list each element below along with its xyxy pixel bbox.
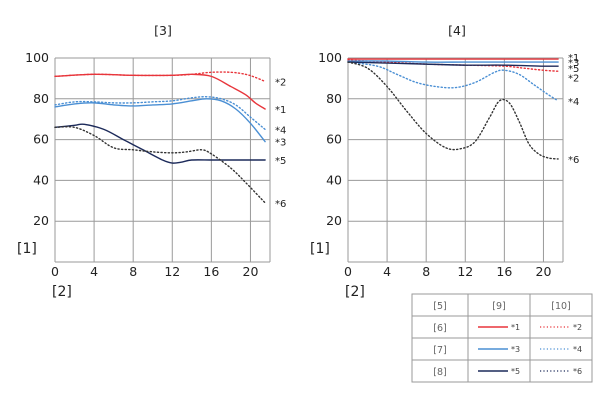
- x-tick-label: 12: [457, 264, 473, 279]
- y-tick-label: 100: [318, 50, 342, 65]
- legend-table: [5] [9] [10] [6] *1 *2 [7] *3 *4 [8] *5 *6: [411, 293, 593, 383]
- x-tick-label: 16: [203, 264, 219, 279]
- series-label: *5: [568, 64, 579, 75]
- series-label: *5: [275, 156, 286, 167]
- x-tick-label: 16: [496, 264, 512, 279]
- legend-row-label: [6]: [433, 323, 446, 334]
- series-line-s5: [347, 61, 559, 67]
- legend-swatch-label: *2: [573, 323, 582, 332]
- x-tick-label: 0: [344, 264, 352, 279]
- series-label: *6: [275, 199, 286, 210]
- legend-swatch-label: *1: [511, 323, 520, 332]
- legend-header-cell: [5]: [433, 301, 446, 312]
- series-label: *2: [568, 73, 579, 84]
- series-label: *4: [568, 97, 579, 108]
- x-tick-label: 12: [164, 264, 180, 279]
- chart-2: [4] 0 4 8 12 16 20 20 40 60 80 100 [1] [2] *1 *2 *3 *4 *5 *…: [310, 23, 579, 300]
- x-tick-label: 4: [383, 264, 391, 279]
- x-tick-label: 20: [536, 264, 552, 279]
- y-tick-label: 80: [326, 91, 342, 106]
- x-tick-label: 4: [90, 264, 98, 279]
- y-tick-label: 60: [326, 132, 342, 147]
- y-axis-label: [1]: [310, 241, 330, 257]
- series-line-s2: [54, 71, 266, 83]
- legend-row-label: [7]: [433, 345, 446, 356]
- y-tick-label: 60: [33, 132, 49, 147]
- x-tick-label: 0: [51, 264, 59, 279]
- series-line-s6: [347, 61, 559, 160]
- series-label: *3: [568, 58, 579, 69]
- chart-title: [4]: [448, 23, 466, 38]
- series-line-s3: [54, 98, 266, 143]
- series-line-s5: [54, 123, 266, 164]
- y-tick-label: 40: [33, 172, 49, 187]
- series-label: *3: [275, 138, 286, 149]
- legend-swatch-label: *4: [573, 345, 582, 354]
- y-axis-label: [1]: [17, 241, 37, 257]
- series-label: *1: [568, 53, 579, 64]
- x-tick-label: 20: [243, 264, 259, 279]
- legend-swatch-label: *6: [573, 367, 582, 376]
- y-tick-label: 20: [326, 213, 342, 228]
- series-label: *2: [275, 77, 286, 88]
- legend-row-label: [8]: [433, 367, 446, 378]
- series-label: *6: [568, 155, 579, 166]
- legend-swatch-label: *5: [511, 367, 520, 376]
- y-tick-label: 20: [33, 213, 49, 228]
- x-axis-label: [2]: [345, 284, 365, 300]
- x-axis-label: [2]: [52, 284, 72, 300]
- legend-header-cell: [9]: [492, 301, 505, 312]
- series-line-s3: [347, 60, 559, 63]
- series-line-s4: [347, 61, 559, 102]
- legend-header-cell: [10]: [551, 301, 571, 312]
- y-tick-label: 40: [326, 172, 342, 187]
- y-tick-label: 80: [33, 91, 49, 106]
- series-line-s6: [54, 126, 266, 204]
- legend-swatch-label: *3: [511, 345, 520, 354]
- chart-title: [3]: [154, 23, 172, 38]
- y-tick-label: 100: [25, 50, 49, 65]
- x-tick-label: 8: [129, 264, 137, 279]
- series-line-s4: [54, 96, 266, 131]
- series-label: *4: [275, 125, 286, 136]
- chart-1: [3] 0 4 8 12 16 20 20 40 60 80 100 [1] [2] *1 *2 *3 *4 *5 *…: [17, 23, 286, 300]
- x-tick-label: 8: [422, 264, 430, 279]
- series-label: *1: [275, 105, 286, 116]
